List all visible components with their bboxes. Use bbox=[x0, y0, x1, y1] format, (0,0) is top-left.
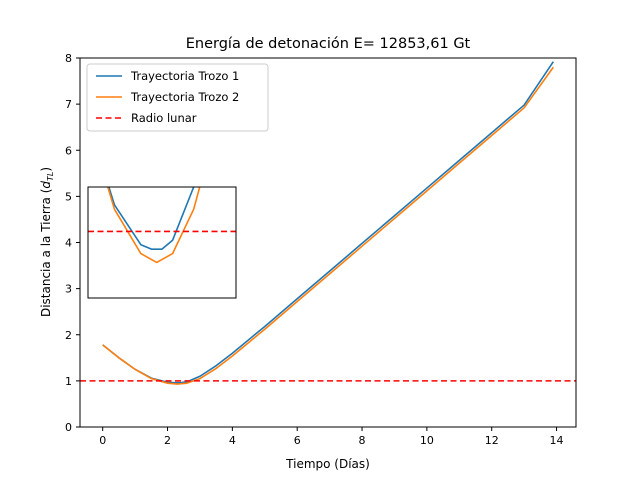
y-ticks: 0 1 2 3 4 5 6 7 8 bbox=[65, 52, 80, 434]
legend: Trayectoria Trozo 1 Trayectoria Trozo 2 Ra… bbox=[86, 63, 269, 132]
x-tick-label: 0 bbox=[99, 434, 106, 447]
x-tick-label: 6 bbox=[294, 434, 301, 447]
x-tick-label: 14 bbox=[550, 434, 564, 447]
series-trayectoria-trozo-2-line bbox=[102, 66, 554, 385]
inset-frame bbox=[87, 186, 237, 299]
legend-label-trayectoria-trozo-2: Trayectoria Trozo 2 bbox=[130, 90, 239, 104]
inset-background bbox=[88, 187, 236, 298]
legend-items: Trayectoria Trozo 1 Trayectoria Trozo 2 Ra… bbox=[96, 69, 239, 125]
legend-label-trayectoria-trozo-1: Trayectoria Trozo 1 bbox=[130, 69, 239, 83]
y-axis-label-text: Distancia a la Tierra ( bbox=[39, 189, 53, 317]
y-axis-label: Distancia a la Tierra (dTL) bbox=[39, 167, 55, 317]
y-tick-label: 5 bbox=[65, 190, 72, 203]
y-tick-label: 6 bbox=[65, 144, 72, 157]
y-axis-label-subscript: TL bbox=[46, 172, 55, 181]
inset-trayectoria-trozo-2-line bbox=[106, 187, 201, 264]
x-tick-label: 2 bbox=[164, 434, 171, 447]
inset-axes bbox=[87, 186, 237, 299]
y-tick-label: 4 bbox=[65, 237, 72, 250]
y-tick-label: 2 bbox=[65, 329, 72, 342]
x-ticks: 0 2 4 6 8 10 12 14 bbox=[99, 427, 564, 447]
inset-trayectoria-trozo-1-line bbox=[108, 187, 195, 250]
x-tick-label: 4 bbox=[229, 434, 236, 447]
y-tick-label: 8 bbox=[65, 52, 72, 65]
x-axis-label: Tiempo (Días) bbox=[285, 457, 370, 471]
y-tick-label: 7 bbox=[65, 98, 72, 111]
y-tick-label: 1 bbox=[65, 375, 72, 388]
chart-title: Energía de detonación E= 12853,61 Gt bbox=[186, 36, 471, 52]
x-tick-label: 10 bbox=[420, 434, 434, 447]
y-tick-label: 0 bbox=[65, 421, 72, 434]
x-tick-label: 8 bbox=[359, 434, 366, 447]
legend-box bbox=[86, 63, 269, 132]
inset-series-layer bbox=[88, 187, 236, 264]
y-tick-label: 3 bbox=[65, 283, 72, 296]
series-layer bbox=[80, 61, 576, 385]
y-axis-label-math: d bbox=[39, 181, 53, 189]
x-tick-label: 12 bbox=[485, 434, 499, 447]
legend-label-radio-lunar: Radio lunar bbox=[131, 111, 197, 125]
y-axis-label-close: ) bbox=[39, 167, 53, 172]
